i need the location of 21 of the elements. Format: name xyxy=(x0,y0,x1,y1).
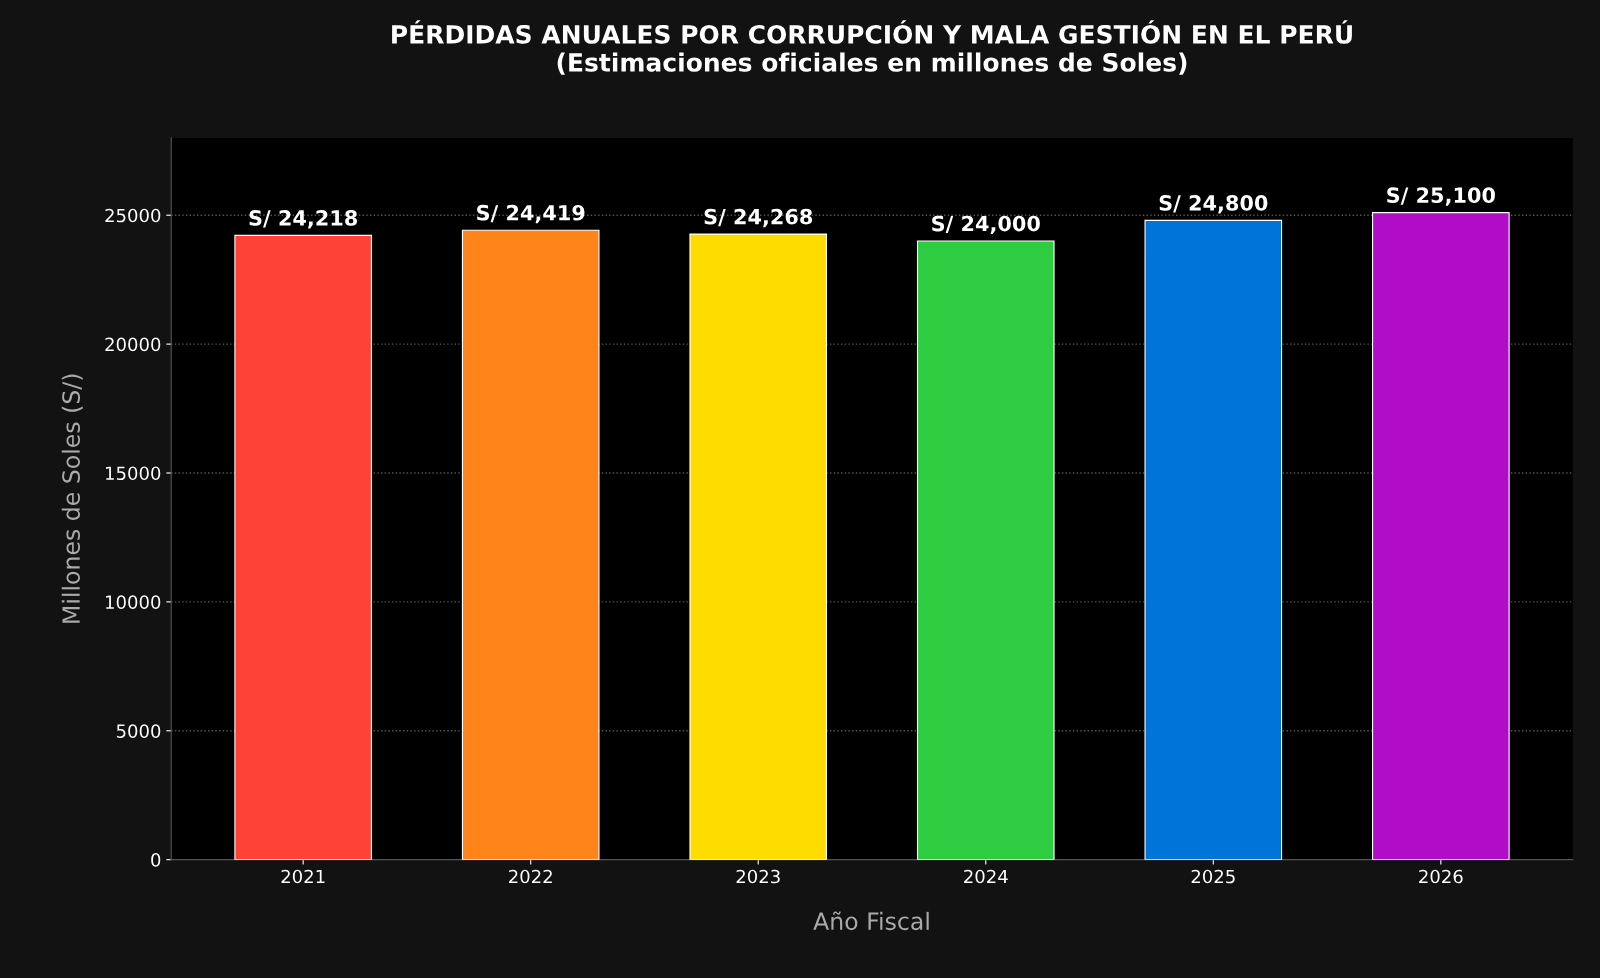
x-tick-label: 2022 xyxy=(509,869,552,884)
y-tick-label: 5000 xyxy=(116,724,161,738)
data-label: S/ 25,100 xyxy=(1387,187,1495,206)
x-tick-label: 2021 xyxy=(281,869,325,884)
y-tick-label: 10000 xyxy=(106,595,161,610)
y-axis-title: Millones de Soles (S/) xyxy=(61,374,83,623)
x-tick-label: 2025 xyxy=(1191,869,1235,884)
x-tick-label: 2023 xyxy=(736,869,780,884)
data-label: S/ 24,000 xyxy=(932,215,1040,235)
y-tick-label: 20000 xyxy=(105,337,161,352)
data-label: S/ 24,218 xyxy=(249,210,358,229)
data-label: S/ 24,419 xyxy=(477,204,585,224)
chart-title: PÉRDIDAS ANUALES POR CORRUPCIÓN Y MALA GESTIÓN EN EL PERÚ (Estimaciones oficiales en millones de Soles) xyxy=(392,20,1352,75)
x-tick-label: 2026 xyxy=(1419,869,1463,884)
data-label: S/ 24,800 xyxy=(1159,195,1268,214)
y-tick-label: 15000 xyxy=(106,466,161,481)
data-label: S/ 24,268 xyxy=(704,208,813,228)
x-tick-label: 2024 xyxy=(964,869,1008,884)
y-tick-label: 0 xyxy=(151,853,161,867)
x-axis-title: Año Fiscal xyxy=(813,911,929,931)
y-tick-label: 25000 xyxy=(105,208,161,223)
